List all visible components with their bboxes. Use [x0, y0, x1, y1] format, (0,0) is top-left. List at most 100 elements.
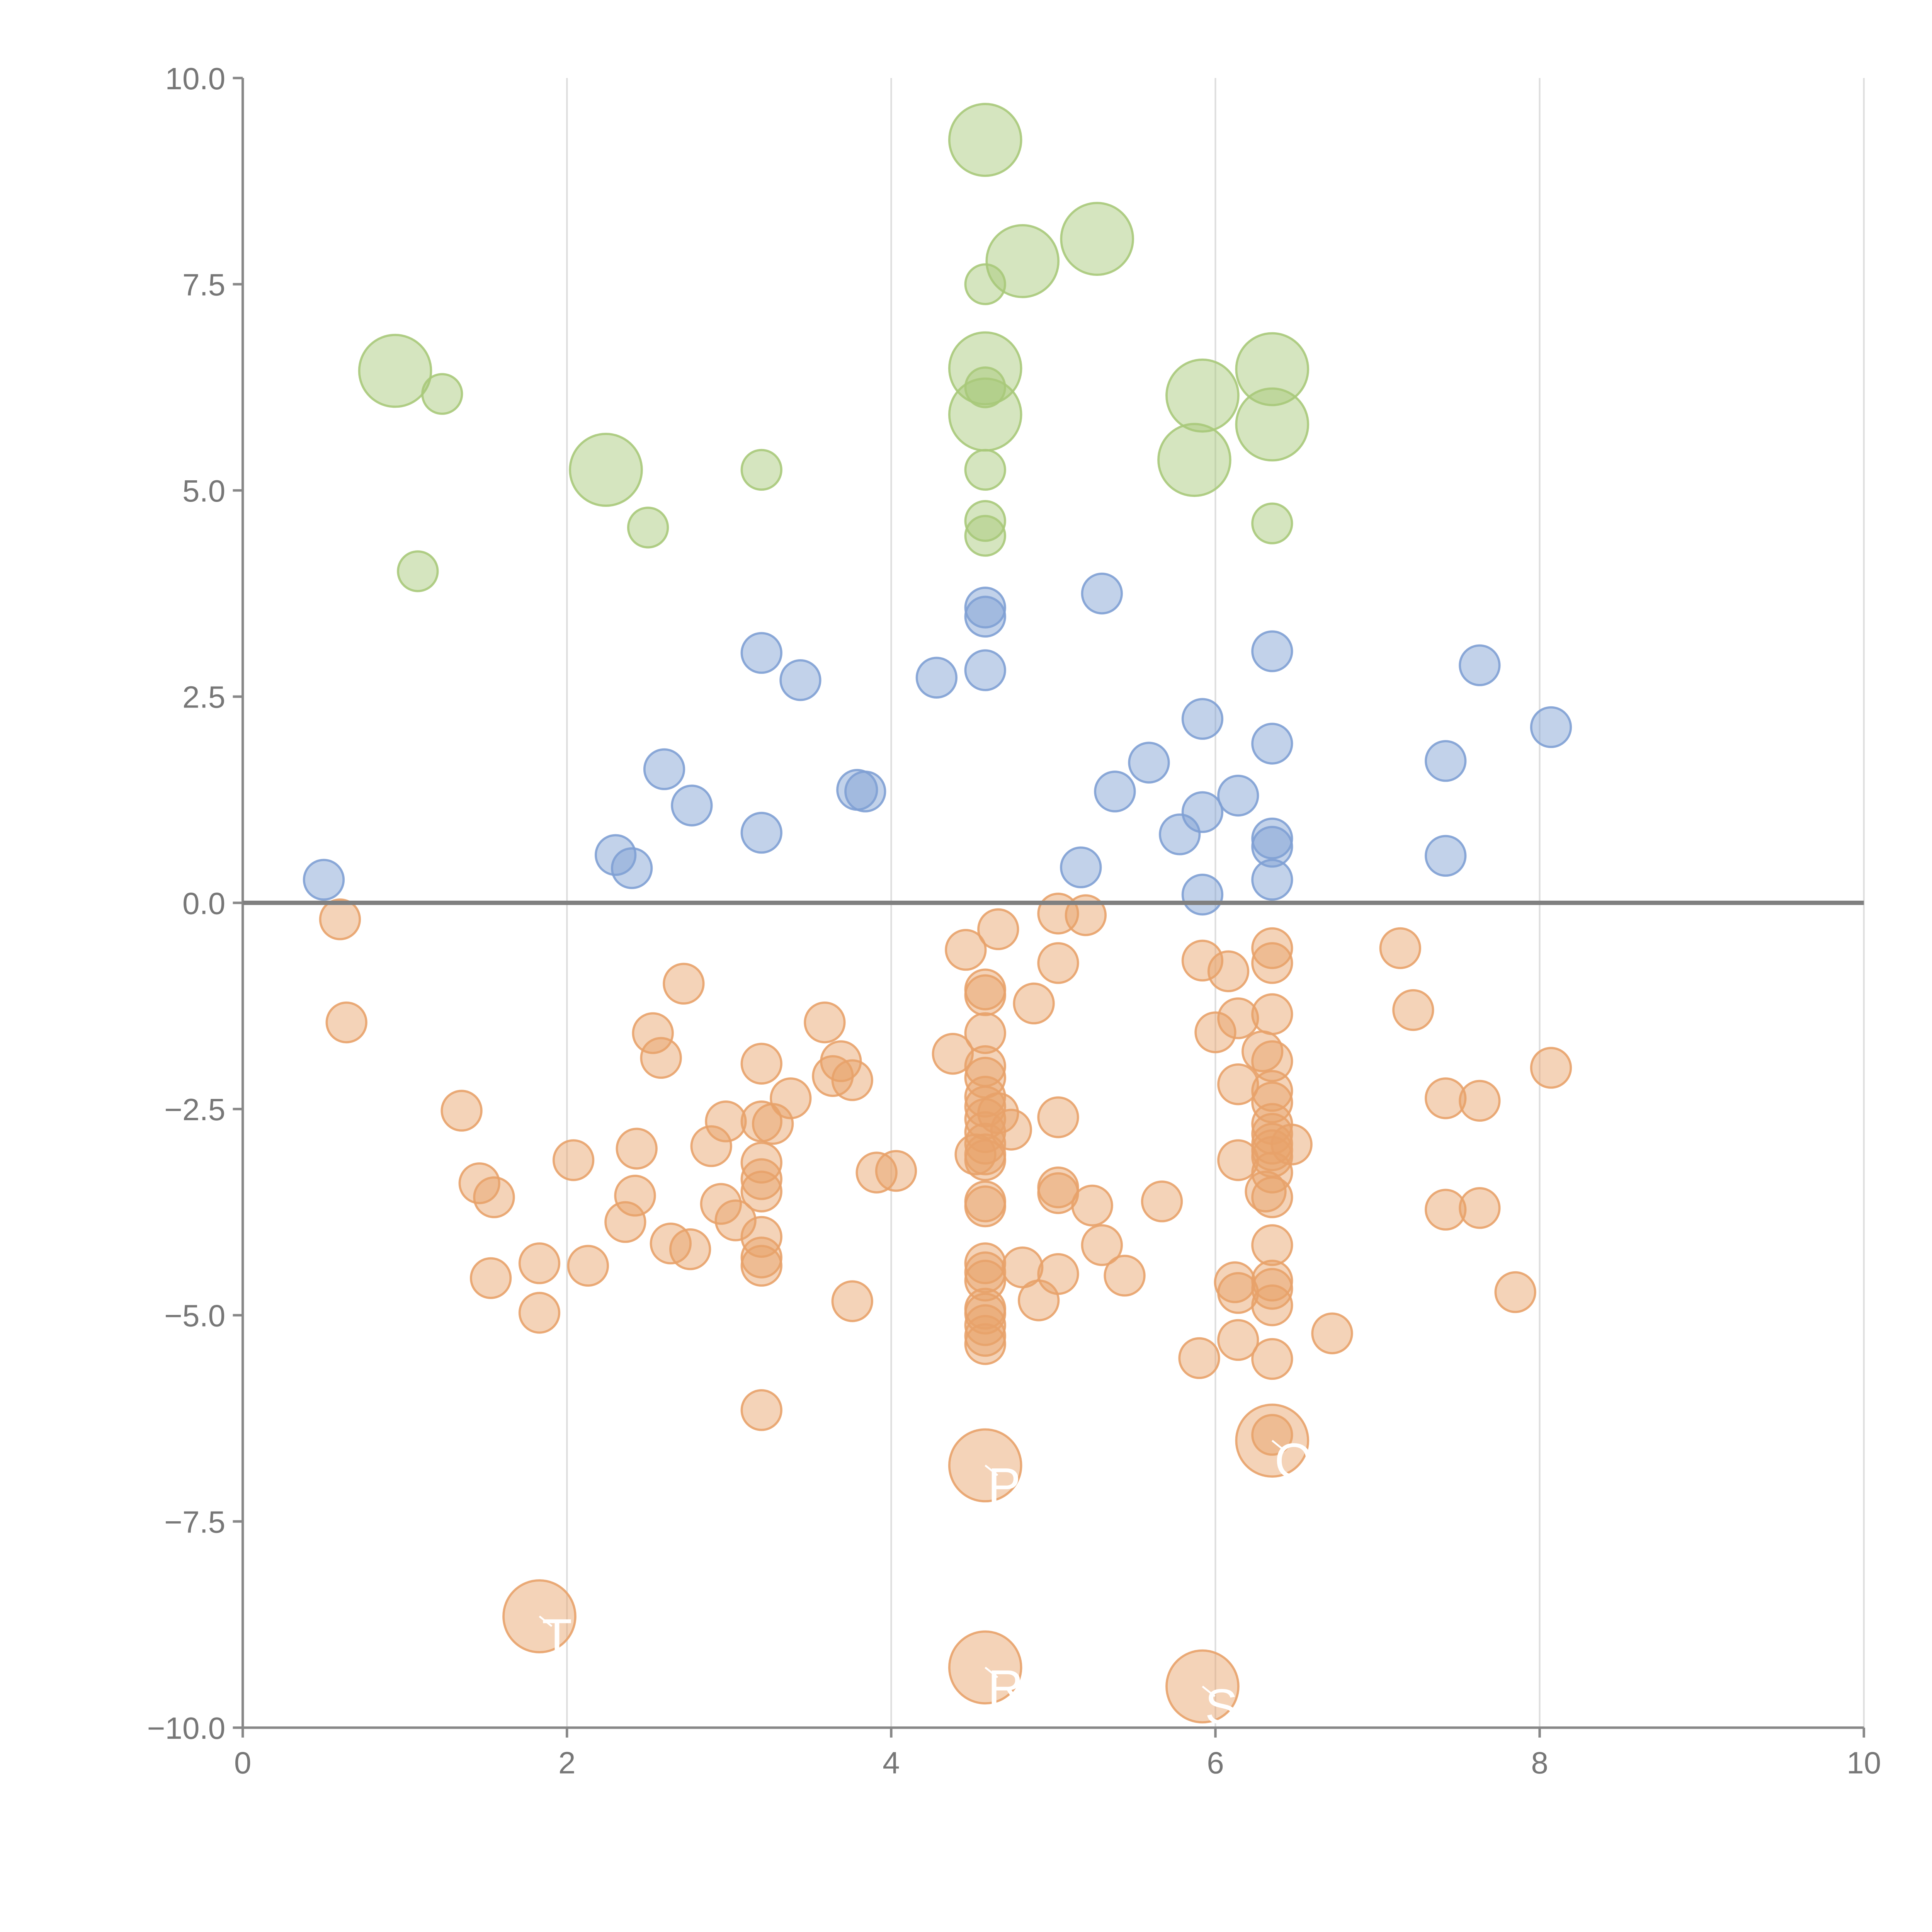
orange-data-point [875, 1150, 917, 1192]
orange-data-point [831, 1059, 873, 1101]
blue-data-point [779, 659, 821, 701]
orange-data-point [1245, 1170, 1287, 1213]
orange-data-point [669, 1228, 711, 1270]
orange-data-point [604, 1201, 646, 1243]
green-data-point [1060, 202, 1134, 276]
orange-data-point [567, 1245, 609, 1287]
orange-data-point [640, 1037, 682, 1079]
green-data-point [964, 449, 1006, 491]
orange-data-point [1251, 927, 1293, 969]
y-tick-label: 0.0 [182, 886, 225, 920]
label-leader-line [539, 1616, 553, 1627]
green-data-point [964, 366, 1006, 408]
orange-data-point [1251, 942, 1293, 984]
blue-data-point [1425, 740, 1467, 782]
orange-data-point [1251, 1414, 1293, 1456]
orange-data-point [440, 1090, 483, 1132]
orange-data-point [700, 1183, 742, 1225]
green-data-point [948, 378, 1022, 452]
blue-data-point [1128, 742, 1170, 784]
point-label: T [542, 1609, 572, 1664]
orange-data-point [752, 1103, 794, 1145]
orange-data-point [714, 1199, 757, 1242]
blue-data-point [1251, 723, 1293, 765]
orange-data-point [964, 1076, 1006, 1118]
green-data-point [358, 333, 432, 408]
orange-data-point [740, 1170, 782, 1213]
green-data-point [948, 103, 1022, 177]
y-tick-label: −7.5 [164, 1504, 225, 1539]
blue-data-point [1081, 572, 1123, 615]
orange-data-point [964, 1185, 1006, 1228]
orange-data-point [518, 1242, 561, 1284]
orange-data-point [614, 1175, 656, 1217]
green-data-point [421, 373, 463, 415]
orange-data-point [1194, 1011, 1236, 1053]
orange-data-point [804, 1001, 846, 1044]
orange-data-point [1530, 1047, 1572, 1089]
orange-data-point [831, 1280, 873, 1322]
blue-data-point [1459, 644, 1501, 686]
point-label: Q [1275, 1433, 1313, 1488]
orange-data-point [1425, 1189, 1467, 1231]
green-data-point [569, 433, 643, 507]
orange-data-point [1181, 939, 1224, 982]
y-tick-label: −2.5 [164, 1092, 225, 1127]
orange-data-point [1013, 982, 1055, 1025]
orange-data-point [1217, 997, 1259, 1039]
orange-data-point [1251, 1224, 1293, 1266]
orange-data-point [740, 1141, 782, 1184]
blue-data-point [1217, 774, 1259, 817]
x-tick-label: 2 [558, 1745, 576, 1780]
orange-data-point [1251, 1040, 1293, 1082]
orange-data-point [964, 974, 1006, 1016]
y-tick-label: 5.0 [182, 473, 225, 508]
blue-data-point [1425, 835, 1467, 877]
green-data-point [1235, 332, 1310, 406]
y-axis-ticks: 10.0 7.5 5.0 2.5 0.0 −2.5 −5.0 −7.5 −10.0 [147, 61, 243, 1745]
blue-data-point [964, 587, 1006, 629]
orange-data-point [705, 1100, 747, 1143]
green-data-point [964, 263, 1006, 305]
orange-data-point [1071, 1184, 1113, 1227]
orange-data-point [1178, 1337, 1220, 1379]
blue-data-point [303, 859, 345, 901]
point-labels: P Q R S T [539, 1433, 1313, 1735]
label-leader-line [1271, 1440, 1285, 1451]
orange-data-point [964, 1293, 1006, 1335]
data-points [303, 103, 1572, 1724]
orange-data-point [1037, 1096, 1079, 1138]
x-tick-label: 6 [1207, 1745, 1224, 1780]
orange-data-point [1459, 1080, 1501, 1122]
blue-data-point [1251, 826, 1293, 868]
x-tick-label: 8 [1531, 1745, 1548, 1780]
orange-data-point [740, 1043, 782, 1085]
label-leader-line [985, 1464, 998, 1476]
orange-data-point [632, 1012, 674, 1054]
green-data-point [397, 550, 439, 592]
orange-data-point [1141, 1180, 1183, 1223]
orange-data-point [964, 1242, 1006, 1284]
orange-data-point [325, 1001, 367, 1044]
green-data-point [1251, 502, 1293, 544]
green-data-point [964, 515, 1006, 557]
blue-data-point [844, 770, 886, 813]
orange-data-point [740, 1158, 782, 1200]
green-data-point [1235, 387, 1310, 462]
blue-data-point [1094, 770, 1136, 813]
orange-data-point [1311, 1312, 1353, 1354]
orange-data-point [616, 1128, 658, 1170]
orange-data-point [740, 1389, 782, 1431]
x-tick-label: 4 [883, 1745, 900, 1780]
point-label: S [1205, 1679, 1238, 1735]
orange-data-point [932, 1033, 974, 1075]
label-leader-line [1202, 1685, 1216, 1697]
label-leader-line [985, 1667, 998, 1678]
orange-data-point [1425, 1077, 1467, 1119]
orange-data-point [945, 929, 987, 971]
point-label: P [988, 1458, 1021, 1514]
green-data-point [1157, 423, 1231, 497]
point-label: R [988, 1660, 1024, 1715]
blue-data-point [643, 748, 685, 790]
orange-data-point [518, 1292, 561, 1334]
